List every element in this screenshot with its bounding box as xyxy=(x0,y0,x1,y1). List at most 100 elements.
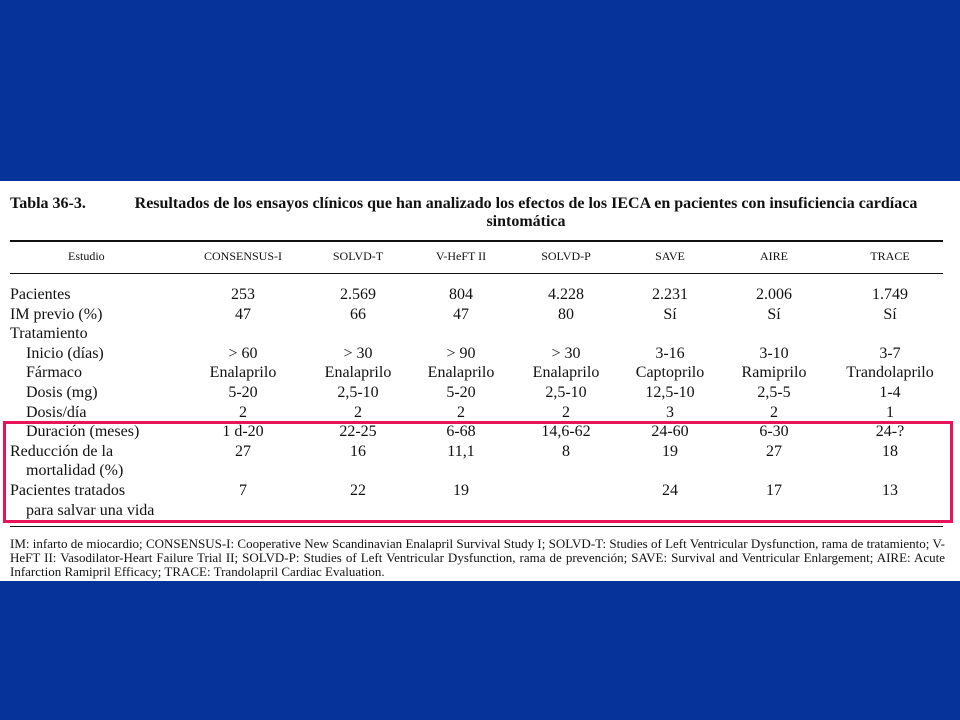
row-label: Inicio (días) xyxy=(26,344,104,362)
header-cell: SAVE xyxy=(655,249,685,263)
table-row: Pacientes 253 2.569 804 4.228 2.231 2.006 1.749 xyxy=(0,285,960,305)
table-cell: 2 xyxy=(457,403,465,421)
table-cell: > 30 xyxy=(551,344,581,362)
table-cell: 19 xyxy=(453,482,469,499)
table-cell: 1 xyxy=(886,403,894,421)
header-cell: AIRE xyxy=(760,249,788,263)
table-cell: 2,5-5 xyxy=(757,384,791,401)
table-cell: 2 xyxy=(354,403,362,421)
table-row: IM previo (%) 47 66 47 80 Sí Sí Sí xyxy=(0,305,960,325)
table-cell: Enalaprilo xyxy=(324,364,392,382)
table-cell: 27 xyxy=(235,442,251,460)
row-label: Pacientes tratados xyxy=(10,482,126,499)
table-cell: Enalaprilo xyxy=(209,364,277,382)
table-cell: 1 d-20 xyxy=(222,423,264,441)
table-cell: Sí xyxy=(883,305,897,323)
table-cell: 6-68 xyxy=(446,423,476,441)
table-row: Dosis/día 2 2 2 2 3 2 1 xyxy=(0,403,960,423)
table-cell: Captoprilo xyxy=(635,364,705,382)
table-cell: Enalaprilo xyxy=(427,364,495,382)
table-cell: Ramiprilo xyxy=(741,364,807,382)
table-cell: > 30 xyxy=(343,344,373,362)
table-cell: Sí xyxy=(663,305,677,323)
table-row: mortalidad (%) xyxy=(0,461,960,481)
table-cell: 12,5-10 xyxy=(645,384,695,401)
table-cell: 2 xyxy=(562,403,570,421)
header-cell: SOLVD-T xyxy=(332,249,384,263)
table-cell: 1-4 xyxy=(879,384,901,401)
table-cell: 1.749 xyxy=(872,286,908,303)
table-cell: 22-25 xyxy=(339,423,377,441)
table-cell: > 90 xyxy=(446,344,476,362)
table-cell: 253 xyxy=(231,286,255,303)
table-row: Pacientes tratados 7 22 19 24 17 13 xyxy=(0,481,960,501)
header-cell: V-HeFT II xyxy=(435,249,487,263)
table-cell: 3-10 xyxy=(759,344,789,362)
table-cell: 11,1 xyxy=(447,442,475,460)
table-cell: 2.006 xyxy=(756,286,792,303)
table-row: Duración (meses) 1 d-20 22-25 6-68 14,6-62 24… xyxy=(0,422,960,442)
row-label: Duración (meses) xyxy=(26,423,140,441)
table-cell: 2 xyxy=(770,403,778,421)
row-label: IM previo (%) xyxy=(10,305,103,323)
table-row: Fármaco Enalaprilo Enalaprilo Enalaprilo Ena… xyxy=(0,363,960,383)
highlight-box xyxy=(3,421,953,523)
table-cell: Sí xyxy=(767,305,781,323)
table-cell: > 60 xyxy=(228,344,258,362)
table-cell: 18 xyxy=(882,442,898,460)
row-label: Reducción de la xyxy=(10,442,114,460)
table-cell: 80 xyxy=(558,305,574,323)
top-rule xyxy=(10,240,943,242)
header-cell: CONSENSUS-I xyxy=(203,249,283,263)
table-cell: Trandolaprilo xyxy=(846,364,934,382)
bottom-rule xyxy=(10,526,943,527)
table-cell: 2.569 xyxy=(340,286,376,303)
header-cell: TRACE xyxy=(870,249,910,263)
table-cell: 24 xyxy=(662,482,678,499)
row-label: mortalidad (%) xyxy=(26,462,124,480)
table-cell: Enalaprilo xyxy=(532,364,600,382)
table-row: Reducción de la 27 16 11,1 8 19 27 18 xyxy=(0,442,960,462)
table-cell: 8 xyxy=(562,442,570,460)
table-cell: 2,5-10 xyxy=(545,384,587,401)
table-cell: 24-? xyxy=(875,423,905,441)
table-cell: 22 xyxy=(350,482,366,499)
header-rule xyxy=(10,273,943,274)
table-cell: 7 xyxy=(239,482,247,499)
table-cell: 5-20 xyxy=(228,384,258,401)
table-cell: 14,6-62 xyxy=(541,423,591,441)
header-cell: Estudio xyxy=(68,249,105,263)
row-label: Dosis/día xyxy=(26,403,87,421)
table-footnote: IM: infarto de miocardio; CONSENSUS-I: C… xyxy=(10,536,945,579)
table-cell: 47 xyxy=(453,305,469,323)
table-row: para salvar una vida xyxy=(0,501,960,521)
table-cell: 3 xyxy=(666,403,674,421)
table-cell: 2.231 xyxy=(652,286,688,303)
table-cell: 804 xyxy=(449,286,473,303)
table-row: Dosis (mg) 5-20 2,5-10 5-20 2,5-10 12,5-10 2,5… xyxy=(0,383,960,403)
table-cell: 66 xyxy=(350,305,366,323)
table-cell: 17 xyxy=(766,482,782,499)
table-title-text: Resultados de los ensayos clínicos que h… xyxy=(134,195,918,230)
table-cell: 16 xyxy=(350,442,366,460)
row-label: Tratamiento xyxy=(10,325,88,343)
table-row: Tratamiento xyxy=(0,324,960,344)
table-cell: 47 xyxy=(235,305,251,323)
table-cell: 19 xyxy=(662,442,678,460)
header-cell: SOLVD-P xyxy=(541,249,591,263)
table-cell: 27 xyxy=(766,442,782,460)
table-cell: 3-16 xyxy=(655,344,685,362)
row-label: Pacientes xyxy=(10,286,71,303)
table-number: Tabla 36-3. xyxy=(10,195,86,212)
table-slide: Tabla 36-3. Resultados de los ensayos cl… xyxy=(0,181,960,581)
table-row: Inicio (días) > 60 > 30 > 90 > 30 3-16 3-10 3-7 xyxy=(0,344,960,364)
table-cell: 2 xyxy=(239,403,247,421)
row-label: para salvar una vida xyxy=(26,501,155,519)
table-cell: 24-60 xyxy=(651,423,689,441)
row-label: Fármaco xyxy=(26,364,82,382)
table-cell: 2,5-10 xyxy=(337,384,379,401)
table-cell: 5-20 xyxy=(446,384,476,401)
row-label: Dosis (mg) xyxy=(26,384,98,401)
table-cell: 13 xyxy=(882,482,898,499)
table-cell: 6-30 xyxy=(759,423,789,441)
